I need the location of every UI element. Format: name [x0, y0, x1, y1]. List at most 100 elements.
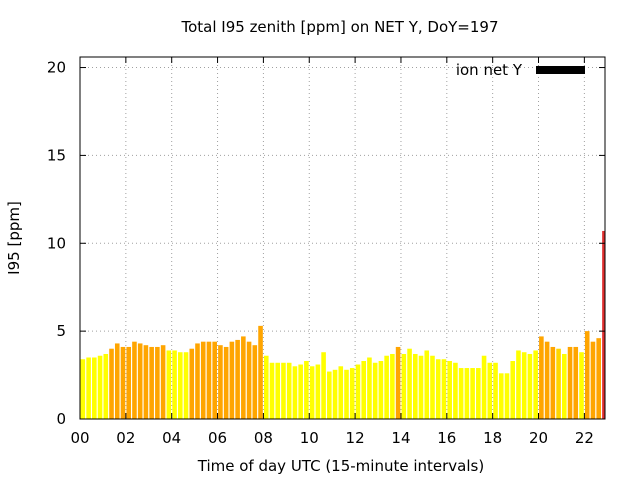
- y-tick-label: 10: [47, 234, 66, 252]
- bar: [178, 352, 183, 419]
- bar: [263, 355, 269, 419]
- bar: [584, 331, 590, 419]
- bar: [97, 355, 103, 419]
- bar: [590, 341, 596, 419]
- x-tick-label: 18: [483, 429, 502, 447]
- bar: [103, 353, 109, 419]
- y-tick-label: 0: [56, 410, 66, 428]
- bar: [206, 341, 212, 419]
- bar: [487, 362, 493, 419]
- bar: [172, 350, 177, 419]
- bar: [453, 362, 458, 419]
- bar: [412, 353, 418, 419]
- bar: [430, 355, 435, 419]
- bar: [309, 366, 315, 419]
- bar: [149, 346, 154, 419]
- bar: [435, 359, 441, 419]
- bar: [92, 357, 97, 419]
- bar: [407, 348, 412, 419]
- bar: [602, 230, 605, 419]
- plot-frame: [79, 56, 606, 420]
- bar: [321, 352, 326, 419]
- bar: [126, 346, 132, 419]
- bar: [458, 368, 464, 419]
- bar: [378, 361, 384, 419]
- y-tick-label: 15: [47, 146, 66, 164]
- y-axis-label: I95 [ppm]: [5, 201, 23, 275]
- bar: [481, 355, 487, 419]
- chart-title: Total I95 zenith [ppm] on NET Y, DoY=197: [180, 18, 498, 36]
- bar: [132, 341, 137, 419]
- bar: [229, 341, 235, 419]
- x-tick-label: 16: [437, 429, 456, 447]
- legend: ion net Y: [456, 61, 585, 79]
- bar: [109, 348, 114, 419]
- bar: [183, 352, 189, 419]
- x-tick-label: 00: [70, 429, 89, 447]
- x-tick-label: 10: [300, 429, 319, 447]
- bar: [258, 325, 263, 419]
- bar: [155, 346, 160, 419]
- bar: [252, 345, 258, 419]
- bar: [504, 373, 510, 419]
- bar: [579, 352, 584, 419]
- bar: [498, 373, 504, 419]
- bar: [567, 346, 573, 419]
- bar: [544, 341, 550, 419]
- bars: [80, 230, 605, 419]
- bar: [441, 359, 447, 419]
- bar: [596, 338, 601, 419]
- bar: [355, 364, 361, 419]
- bar: [476, 368, 481, 419]
- y-tick-label: 5: [56, 322, 66, 340]
- bar: [298, 364, 303, 419]
- bar: [212, 341, 217, 419]
- bar: [361, 361, 366, 419]
- y-tick-label: 20: [47, 59, 66, 77]
- bar: [189, 348, 195, 419]
- x-tick-label: 02: [116, 429, 135, 447]
- bar: [384, 355, 389, 419]
- bar: [424, 350, 430, 419]
- bar: [80, 359, 86, 419]
- bar: [510, 361, 516, 419]
- legend-label: ion net Y: [456, 61, 523, 79]
- bar: [372, 362, 378, 419]
- bar: [516, 350, 521, 419]
- bar: [556, 348, 561, 419]
- x-tick-label: 08: [254, 429, 273, 447]
- bar: [166, 350, 172, 419]
- bar: [86, 357, 91, 419]
- bar: [275, 362, 281, 419]
- axis-ticks: 0 5 10 15 20 00 02 04 06 08 10 12 14 16 18 20 22: [47, 57, 605, 447]
- x-tick-label: 22: [575, 429, 594, 447]
- bar: [281, 362, 286, 419]
- bar: [349, 368, 355, 419]
- bar: [223, 346, 229, 419]
- bar: [533, 350, 538, 419]
- bar: [418, 355, 424, 419]
- bar: [395, 346, 401, 419]
- bar: [315, 364, 321, 419]
- bar: [137, 343, 143, 419]
- bar: [338, 366, 344, 419]
- bar: [390, 353, 395, 419]
- bar: [539, 336, 544, 419]
- bar: [573, 346, 579, 419]
- x-axis-label: Time of day UTC (15-minute intervals): [197, 457, 484, 475]
- bar: [286, 362, 292, 419]
- x-tick-label: 14: [391, 429, 410, 447]
- bar: [120, 346, 126, 419]
- bar: [527, 353, 533, 419]
- bar: [327, 371, 332, 419]
- bar: [241, 336, 246, 419]
- bar: [200, 341, 206, 419]
- bar: [114, 343, 120, 419]
- bar: [550, 346, 556, 419]
- bar: [447, 361, 452, 419]
- bar: [332, 369, 338, 419]
- bar: [143, 345, 149, 419]
- x-tick-label: 06: [208, 429, 227, 447]
- x-tick-label: 12: [346, 429, 365, 447]
- bar: [160, 345, 166, 419]
